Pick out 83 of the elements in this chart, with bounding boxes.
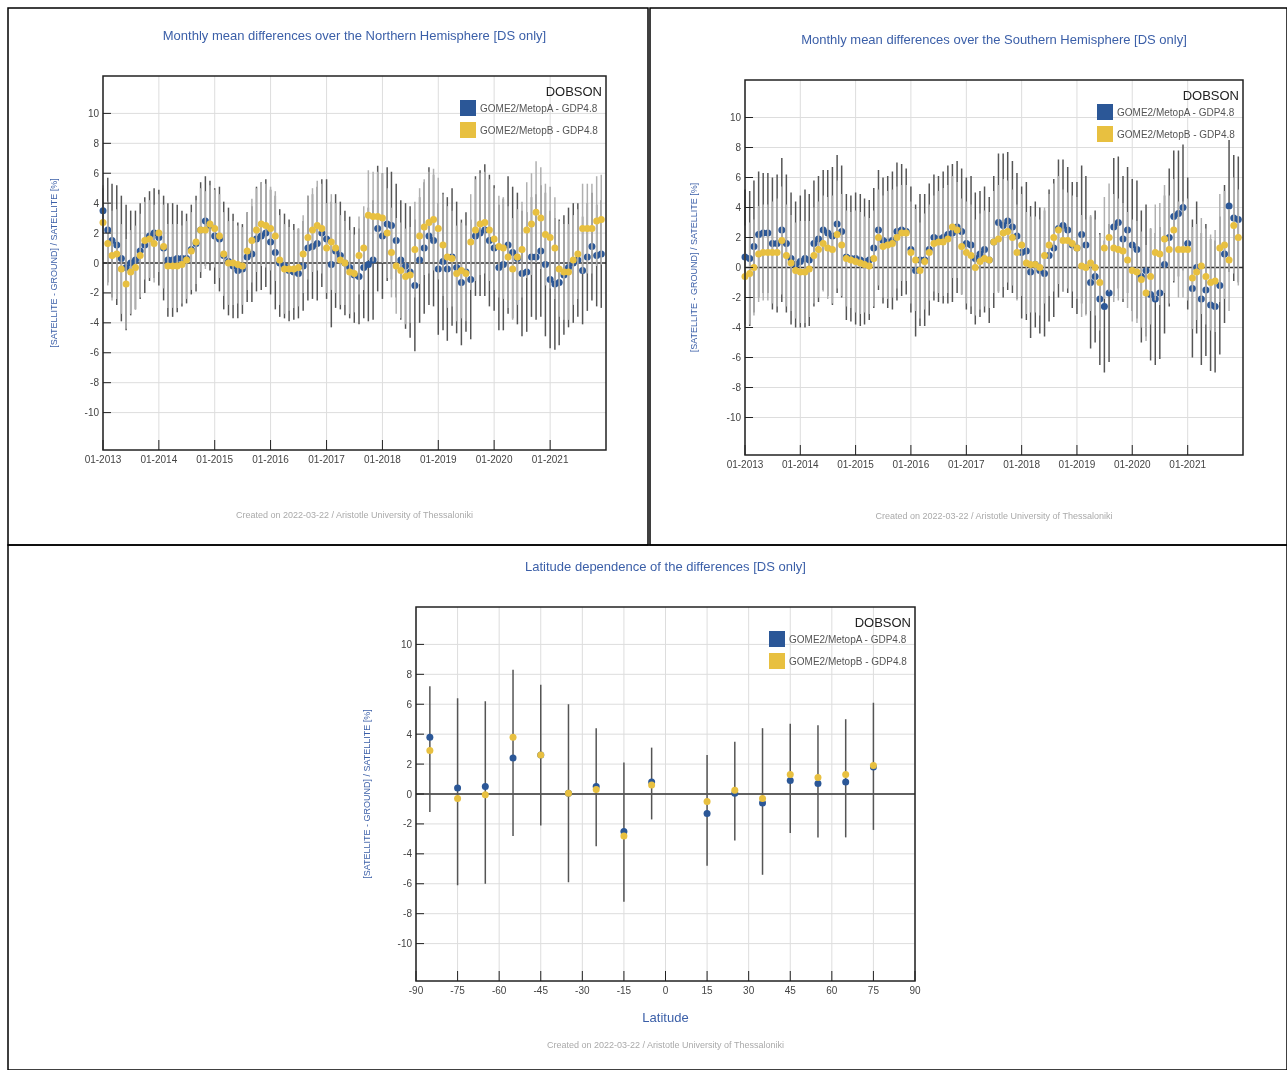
legend-label: GOME2/MetopA - GDP4.8 xyxy=(480,103,598,114)
legend-label: GOME2/MetopB - GDP4.8 xyxy=(480,125,599,136)
y-tick-label: 6 xyxy=(406,698,413,710)
y-tick-label: 10 xyxy=(400,638,413,650)
y-tick-label: -8 xyxy=(90,377,100,389)
y-tick-label: 4 xyxy=(406,728,413,740)
x-tick-label: -75 xyxy=(450,985,466,996)
chart-title: Latitude dependence of the differences [DS only] xyxy=(525,559,806,574)
y-tick-label: -2 xyxy=(732,292,742,303)
x-tick-label: -60 xyxy=(491,985,507,996)
x-tick-label: -15 xyxy=(616,985,632,996)
y-tick-label: 10 xyxy=(729,112,742,123)
x-tick-label: 01-2017 xyxy=(948,459,986,470)
legend-title: DOBSON xyxy=(854,615,911,630)
x-tick-label: 60 xyxy=(826,985,838,996)
legend-title: DOBSON xyxy=(545,84,602,99)
y-tick-label: -10 xyxy=(726,412,742,423)
y-tick-label: -4 xyxy=(90,317,100,329)
y-tick-label: 2 xyxy=(93,227,100,239)
x-tick-label: 30 xyxy=(743,985,755,996)
y-tick-label: 4 xyxy=(735,202,742,213)
x-tick-label: -30 xyxy=(575,985,590,996)
y-tick-label: 8 xyxy=(735,142,742,153)
y-tick-label: 0 xyxy=(735,262,742,273)
legend-label: GOME2/MetopA - GDP4.8 xyxy=(1117,107,1235,118)
legend-label: GOME2/MetopA - GDP4.8 xyxy=(789,634,907,645)
text: Created on 2022-03-22 / Aristotle University of Thessaloniki xyxy=(547,1040,784,1050)
x-tick-label: -45 xyxy=(533,985,549,996)
y-tick-label: 2 xyxy=(406,758,413,770)
x-tick-label: 01-2018 xyxy=(364,454,402,465)
y-axis-title: [SATELLITE - GROUND] / SATELLITE [%] xyxy=(362,709,372,879)
y-tick-label: -2 xyxy=(403,818,413,830)
legend-label: GOME2/MetopB - GDP4.8 xyxy=(1117,129,1236,140)
y-tick-label: -6 xyxy=(90,347,100,359)
x-tick-label: 0 xyxy=(662,985,669,996)
y-tick-label: -4 xyxy=(403,848,413,860)
x-tick-label: 01-2017 xyxy=(308,454,346,465)
x-tick-label: 01-2020 xyxy=(475,454,513,465)
x-tick-label: 01-2016 xyxy=(252,454,290,465)
y-tick-label: -6 xyxy=(732,352,742,363)
y-tick-label: -4 xyxy=(732,322,742,333)
y-tick-label: 6 xyxy=(93,167,100,179)
x-tick-label: 01-2021 xyxy=(531,454,569,465)
chart-title: Monthly mean differences over the Northern Hemisphere [DS only] xyxy=(162,28,547,43)
y-tick-label: 0 xyxy=(93,257,100,269)
y-tick-label: 0 xyxy=(406,788,413,800)
x-tick-label: 15 xyxy=(701,985,714,996)
x-tick-label: 75 xyxy=(867,985,880,996)
text: Created on 2022-03-22 / Aristotle University of Thessaloniki xyxy=(236,510,473,520)
chart-title: Monthly mean differences over the Southern Hemisphere [DS only] xyxy=(801,32,1187,47)
x-tick-label: 01-2014 xyxy=(781,459,820,470)
x-tick-label: 01-2021 xyxy=(1169,459,1207,470)
x-tick-label: 01-2015 xyxy=(196,454,234,465)
y-tick-label: 8 xyxy=(93,137,100,149)
x-tick-label: 01-2019 xyxy=(419,454,458,465)
x-tick-label: 01-2015 xyxy=(837,459,875,470)
legend-title: DOBSON xyxy=(1182,88,1239,103)
y-tick-label: -10 xyxy=(84,407,100,419)
x-tick-label: 90 xyxy=(909,985,921,996)
x-tick-label: 45 xyxy=(784,985,797,996)
y-axis-title: [SATELLITE - GROUND] / SATELLITE [%] xyxy=(689,182,699,353)
legend-label: GOME2/MetopB - GDP4.8 xyxy=(789,656,908,667)
x-tick-label: 01-2013 xyxy=(726,459,764,470)
y-tick-label: -8 xyxy=(403,908,413,920)
y-tick-label: -2 xyxy=(90,287,100,299)
y-axis-title: [SATELLITE - GROUND] / SATELLITE [%] xyxy=(49,178,59,348)
y-tick-label: -6 xyxy=(403,878,413,890)
y-tick-label: 2 xyxy=(735,232,742,243)
y-tick-label: -10 xyxy=(397,938,413,950)
y-tick-label: 10 xyxy=(87,107,100,119)
x-tick-label: 01-2013 xyxy=(84,454,122,465)
y-tick-label: 6 xyxy=(735,172,742,183)
x-tick-label: 01-2019 xyxy=(1058,459,1096,470)
text: Created on 2022-03-22 / Aristotle University of Thessaloniki xyxy=(875,511,1113,521)
x-tick-label: -90 xyxy=(408,985,424,996)
x-tick-label: 01-2020 xyxy=(1113,459,1152,470)
x-tick-label: 01-2016 xyxy=(892,459,930,470)
x-tick-label: 01-2014 xyxy=(140,454,178,465)
x-tick-label: 01-2018 xyxy=(1003,459,1041,470)
y-tick-label: 8 xyxy=(406,668,413,680)
y-tick-label: -8 xyxy=(732,382,742,393)
y-tick-label: 4 xyxy=(93,197,100,209)
x-axis-title: Latitude xyxy=(642,1010,689,1025)
